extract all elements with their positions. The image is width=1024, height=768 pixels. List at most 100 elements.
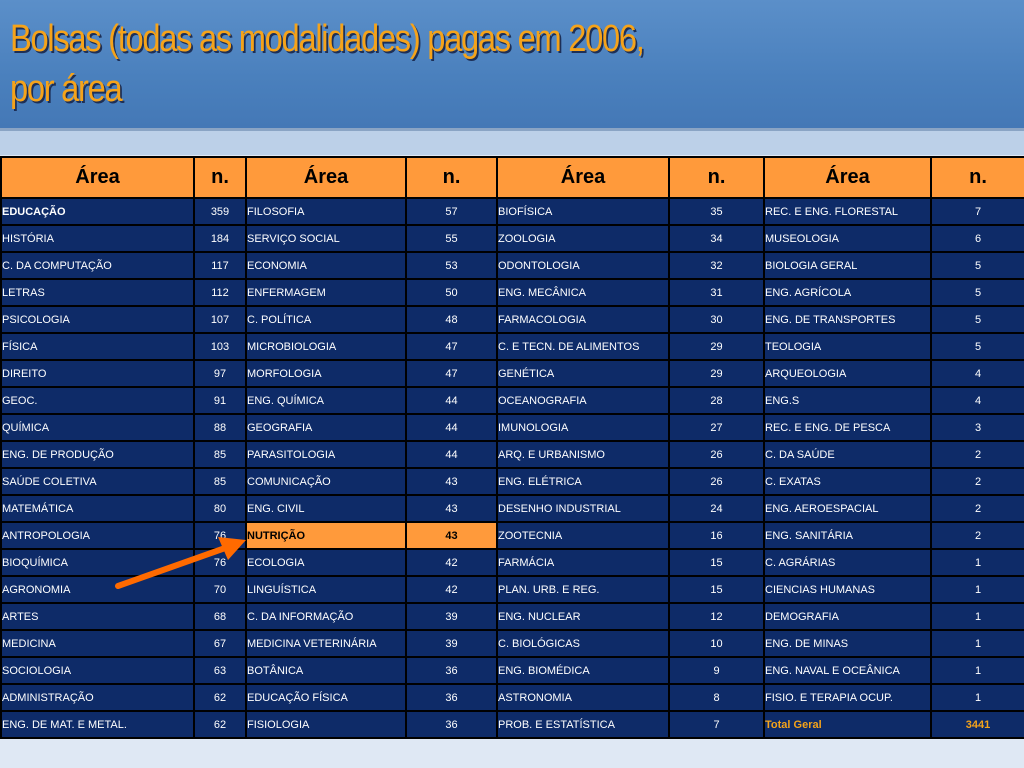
area-cell: ENG. NUCLEAR (496, 602, 670, 631)
area-cell: PLAN. URB. E REG. (496, 575, 670, 604)
table-row: AGRONOMIA 70 LINGUÍSTICA 42 PLAN. URB. E REG… (0, 575, 1024, 604)
count-cell: 4 (930, 386, 1024, 415)
count-cell: 1 (930, 548, 1024, 577)
count-cell: 31 (668, 278, 765, 307)
count-cell: 67 (193, 629, 247, 658)
area-cell: C. DA COMPUTAÇÃO (0, 251, 195, 280)
table-row: ENG. DE MAT. E METAL. 62 FISIOLOGIA 36 PROB.… (0, 710, 1024, 739)
area-cell: HISTÓRIA (0, 224, 195, 253)
count-cell: 44 (405, 413, 498, 442)
area-cell: C. AGRÁRIAS (763, 548, 932, 577)
area-cell: PROB. E ESTATÍSTICA (496, 710, 670, 739)
area-cell: MICROBIOLOGIA (245, 332, 407, 361)
count-cell: 4 (930, 359, 1024, 388)
count-cell: 1 (930, 629, 1024, 658)
count-cell: 2 (930, 467, 1024, 496)
area-cell: QUÍMICA (0, 413, 195, 442)
area-cell: REC. E ENG. DE PESCA (763, 413, 932, 442)
count-cell: 2 (930, 440, 1024, 469)
table-row: ENG. DE PRODUÇÃO 85 PARASITOLOGIA 44 ARQ. E … (0, 440, 1024, 469)
table-row: FÍSICA 103 MICROBIOLOGIA 47 C. E TECN. DE AL… (0, 332, 1024, 361)
area-cell: DIREITO (0, 359, 195, 388)
count-cell: 34 (668, 224, 765, 253)
area-cell: C. BIOLÓGICAS (496, 629, 670, 658)
table-row: SAÚDE COLETIVA 85 COMUNICAÇÃO 43 ENG. ELÉTRI… (0, 467, 1024, 496)
total-value: 3441 (930, 710, 1024, 739)
column-header-count: n. (193, 156, 247, 199)
table-row: ARTES 68 C. DA INFORMAÇÃO 39 ENG. NUCLEAR 12 D… (0, 602, 1024, 631)
area-cell: GEOGRAFIA (245, 413, 407, 442)
count-cell: 39 (405, 629, 498, 658)
area-cell: ECOLOGIA (245, 548, 407, 577)
count-cell: 12 (668, 602, 765, 631)
area-cell: REC. E ENG. FLORESTAL (763, 197, 932, 226)
arrow-icon (115, 537, 246, 589)
count-cell: 36 (405, 710, 498, 739)
count-cell: 80 (193, 494, 247, 523)
count-cell: 43 (405, 467, 498, 496)
count-cell: 26 (668, 440, 765, 469)
count-cell: 8 (668, 683, 765, 712)
count-cell: 70 (193, 575, 247, 604)
count-cell: 53 (405, 251, 498, 280)
area-cell: GEOC. (0, 386, 195, 415)
count-cell: 50 (405, 278, 498, 307)
area-cell: ECONOMIA (245, 251, 407, 280)
header-band (0, 131, 1024, 155)
area-cell: ADMINISTRAÇÃO (0, 683, 195, 712)
count-cell: 85 (193, 440, 247, 469)
area-cell: FILOSOFIA (245, 197, 407, 226)
area-cell: ZOOTECNIA (496, 521, 670, 550)
column-header-area: Área (245, 156, 407, 199)
area-cell: AGRONOMIA (0, 575, 195, 604)
count-cell: 5 (930, 251, 1024, 280)
count-cell: 63 (193, 656, 247, 685)
count-cell: 28 (668, 386, 765, 415)
total-label: Total Geral (763, 710, 932, 739)
count-cell: 91 (193, 386, 247, 415)
count-cell: 62 (193, 683, 247, 712)
count-cell: 68 (193, 602, 247, 631)
table-row: ANTROPOLOGIA 76 NUTRIÇÃO 43 ZOOTECNIA 16 ENG. … (0, 521, 1024, 550)
count-cell: 15 (668, 548, 765, 577)
area-cell: ENG.S (763, 386, 932, 415)
count-cell: 7 (668, 710, 765, 739)
area-cell: CIENCIAS HUMANAS (763, 575, 932, 604)
column-header-count: n. (405, 156, 498, 199)
column-header-area: Área (0, 156, 195, 199)
area-cell: C. DA INFORMAÇÃO (245, 602, 407, 631)
table-row: GEOC. 91 ENG. QUÍMICA 44 OCEANOGRAFIA 28 ENG.S… (0, 386, 1024, 415)
table-row: C. DA COMPUTAÇÃO 117 ECONOMIA 53 ODONTOLOGIA… (0, 251, 1024, 280)
area-cell: ENG. DE TRANSPORTES (763, 305, 932, 334)
table-row: ADMINISTRAÇÃO 62 EDUCAÇÃO FÍSICA 36 ASTRONOM… (0, 683, 1024, 712)
count-cell: 2 (930, 494, 1024, 523)
table-row: LETRAS 112 ENFERMAGEM 50 ENG. MECÂNICA 31 ENG.… (0, 278, 1024, 307)
area-cell: ENG. DE PRODUÇÃO (0, 440, 195, 469)
slide-title: Bolsas (todas as modalidades) pagas em 2… (10, 14, 645, 114)
area-cell: ENG. ELÉTRICA (496, 467, 670, 496)
column-header-count: n. (930, 156, 1024, 199)
area-cell: ODONTOLOGIA (496, 251, 670, 280)
area-cell: MATEMÁTICA (0, 494, 195, 523)
count-cell: 16 (668, 521, 765, 550)
count-cell: 47 (405, 332, 498, 361)
area-cell: IMUNOLOGIA (496, 413, 670, 442)
area-cell: FARMACOLOGIA (496, 305, 670, 334)
count-cell: 55 (405, 224, 498, 253)
count-cell: 97 (193, 359, 247, 388)
area-cell: ENG. QUÍMICA (245, 386, 407, 415)
area-cell: ENG. DE MAT. E METAL. (0, 710, 195, 739)
count-cell: 107 (193, 305, 247, 334)
area-cell: BIOLOGIA GERAL (763, 251, 932, 280)
scholarships-table: Área n. Área n. Área n. Área n. EDUCAÇÃO 359 FILO… (0, 156, 1024, 739)
count-cell: 103 (193, 332, 247, 361)
area-cell: LINGUÍSTICA (245, 575, 407, 604)
count-cell: 27 (668, 413, 765, 442)
count-cell: 32 (668, 251, 765, 280)
count-cell: 30 (668, 305, 765, 334)
count-cell: 1 (930, 656, 1024, 685)
area-cell: ZOOLOGIA (496, 224, 670, 253)
area-cell: C. E TECN. DE ALIMENTOS (496, 332, 670, 361)
count-cell: 42 (405, 548, 498, 577)
area-cell: ANTROPOLOGIA (0, 521, 195, 550)
